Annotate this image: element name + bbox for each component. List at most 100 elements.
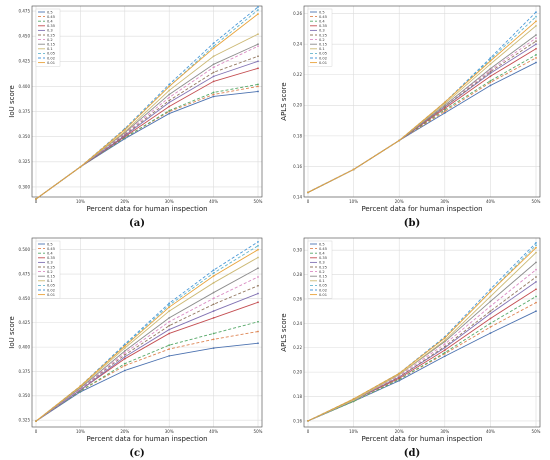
data-point [257,67,259,70]
data-point [257,45,259,48]
series-line-0_02 [35,6,259,200]
data-point [398,372,401,375]
data-point [168,324,171,327]
y-tick-label: 0.325 [19,159,31,164]
data-point [257,55,259,58]
legend-entry: 0.2 [47,270,53,274]
data-point [307,191,309,194]
legend-entry: 0.15 [47,275,55,279]
data-point [168,304,171,307]
legend-entry: 0.45 [47,15,55,19]
x-tick-label: 20% [120,199,129,204]
grid [32,238,262,427]
x-tick-label: 50% [254,199,263,204]
legend-entry: 0.35 [319,24,327,28]
axes-frame [31,5,263,198]
series-line-0_1 [307,252,537,422]
data-point [123,352,126,354]
data-point [489,72,492,75]
legend-entry: 0.35 [47,24,55,28]
legend-entry: 0.02 [319,56,327,60]
data-point [257,60,259,63]
y-tick-label: 0.16 [293,164,302,169]
data-point [212,47,215,50]
legend-entry: 0.35 [47,256,55,260]
data-point [489,60,492,62]
legend-entry: 0.45 [319,15,327,19]
data-point [443,105,446,108]
data-point [535,246,537,249]
data-point [168,348,171,350]
legend-entry: 0.01 [319,293,327,297]
data-point [212,332,215,335]
x-tick-label: 50% [254,429,263,434]
legend-entry: 0.2 [319,270,325,274]
y-tick-label: 0.400 [19,84,31,89]
series-line-0_25 [307,40,537,193]
data-point [489,295,492,298]
data-point [535,261,537,264]
data-point [489,81,492,84]
data-point [168,109,171,112]
series-line-0_5 [35,342,259,422]
data-point [443,110,446,113]
y-tick-label: 0.28 [293,272,302,277]
series-line-0_45 [35,331,259,422]
legend: 0.50.450.40.350.30.250.20.150.10.050.020… [35,8,61,67]
y-tick-label: 0.400 [19,345,31,350]
x-tick-label: 30% [165,429,174,434]
legend-entry: 0.1 [319,279,325,283]
data-point [535,43,537,46]
data-point [123,345,126,348]
panel-label: (c) [129,448,145,459]
data-point [257,9,259,11]
data-point [212,316,215,319]
series-line-0_15 [35,267,259,422]
series-line-0_01 [307,247,537,422]
data-point [489,288,492,291]
data-point [168,306,171,309]
series-line-0_4 [307,296,537,422]
legend-entry: 0.3 [47,29,53,33]
series-line-0_2 [35,45,259,200]
legend-entry: 0.01 [319,61,327,65]
data-point [443,337,446,339]
legend-entry: 0.35 [319,256,327,260]
x-tick-label: 30% [165,199,174,204]
data-point [489,84,492,87]
data-point [489,63,492,65]
data-point [168,101,171,104]
y-tick-label: 0.18 [293,394,302,399]
legend-entry: 0.05 [319,52,327,56]
data-point [257,301,259,304]
data-point [212,80,215,83]
data-point [123,128,126,131]
y-tick-label: 0.26 [293,11,302,16]
y-tick-label: 0.425 [19,320,31,325]
data-point [257,43,259,46]
series-line-0_5 [307,62,537,193]
data-point [535,53,537,56]
data-point [123,347,126,349]
data-point [535,47,537,50]
series-line-0_35 [307,48,537,193]
data-point [168,99,171,102]
series-line-0_02 [35,241,259,422]
legend-entry: 0.02 [47,56,55,60]
data-point [489,322,492,325]
data-point [168,332,171,335]
y-tick-label: 0.22 [293,345,302,350]
series-line-0_35 [35,301,259,422]
chart-panel-d: 0 10% 20% 30% 40% 50% 0.16 0.18 0.20 0.22 0.24 0.26… [280,237,541,459]
y-tick-label: 0.500 [19,247,31,252]
data-point [212,303,215,306]
legend-entry: 0.25 [319,265,327,269]
data-point [168,85,171,88]
series-line-0_02 [307,11,537,193]
data-point [212,42,215,45]
series-line-0_01 [307,20,537,193]
series-line-0_45 [307,302,537,422]
legend-entry: 0.01 [47,61,55,65]
data-point [168,83,171,86]
series-line-0_02 [307,242,537,422]
